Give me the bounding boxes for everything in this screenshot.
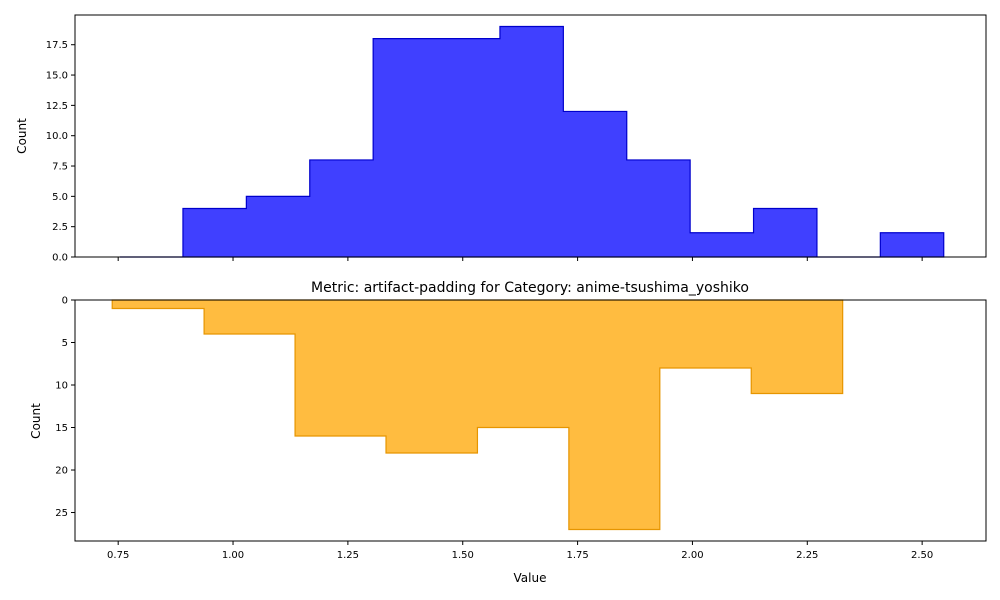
y-tick-label: 10.0 xyxy=(46,131,68,142)
top-y-ticks: 0.0 2.5 5.0 7.5 10.0 12.5 15.0 17.5 xyxy=(46,40,75,264)
bottom-x-axis-label: Value xyxy=(514,571,547,585)
y-tick-label: 0 xyxy=(62,296,68,307)
bottom-x-ticks: 0.75 1.00 1.25 1.50 1.75 2.00 2.25 2.50 xyxy=(107,541,933,561)
x-tick-label: 0.75 xyxy=(107,550,129,561)
x-tick-label: 1.25 xyxy=(337,550,359,561)
y-tick-label: 20 xyxy=(55,466,68,477)
bottom-axes-frame xyxy=(74,299,987,542)
y-tick-label: 10 xyxy=(55,381,68,392)
x-tick-label: 1.00 xyxy=(222,550,244,561)
bottom-histogram-panel: Metric: artifact-padding for Category: a… xyxy=(29,280,987,585)
bottom-chart-title: Metric: artifact-padding for Category: a… xyxy=(311,280,749,296)
bottom-y-axis-label: Count xyxy=(29,403,43,439)
y-tick-label: 0.0 xyxy=(52,253,68,264)
top-y-axis-label: Count xyxy=(15,118,29,154)
y-tick-label: 12.5 xyxy=(46,101,68,112)
top-histogram-panel: 0.0 2.5 5.0 7.5 10.0 12.5 15.0 17.5 Count xyxy=(15,14,987,264)
x-tick-label: 2.50 xyxy=(911,550,933,561)
top-axes-frame xyxy=(74,14,987,258)
y-tick-label: 25 xyxy=(55,508,68,519)
x-tick-label: 1.75 xyxy=(566,550,588,561)
x-tick-label: 2.00 xyxy=(681,550,703,561)
y-tick-label: 2.5 xyxy=(52,222,68,233)
bottom-histogram-steps xyxy=(111,299,844,531)
top-x-ticks xyxy=(117,257,923,261)
x-tick-label: 1.50 xyxy=(452,550,474,561)
y-tick-label: 15 xyxy=(55,423,68,434)
x-tick-label: 2.25 xyxy=(796,550,818,561)
y-tick-label: 5.0 xyxy=(52,192,68,203)
y-tick-label: 5 xyxy=(62,338,68,349)
y-tick-label: 15.0 xyxy=(46,71,68,82)
bottom-y-ticks: 0 5 10 15 20 25 xyxy=(55,296,75,519)
top-histogram-steps xyxy=(120,25,945,258)
y-tick-label: 17.5 xyxy=(46,40,68,51)
y-tick-label: 7.5 xyxy=(52,162,68,173)
